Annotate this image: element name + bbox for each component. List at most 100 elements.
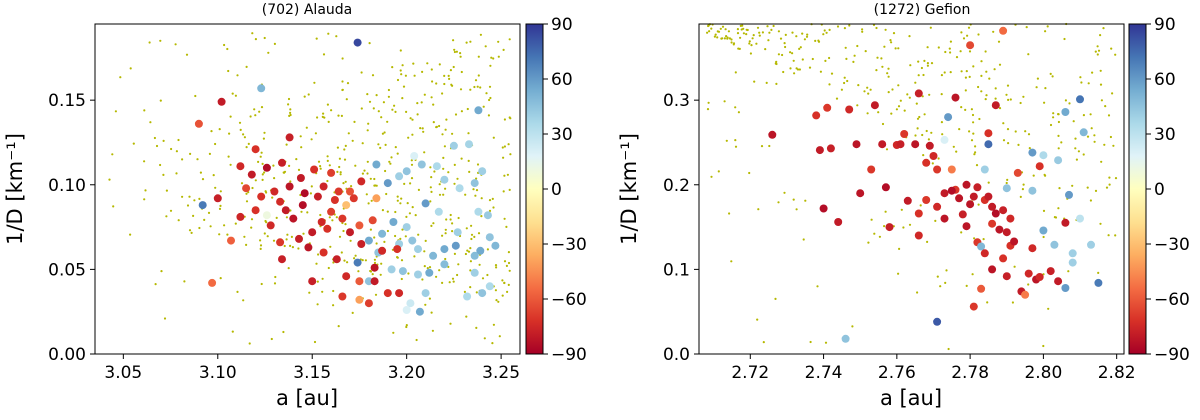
data-point xyxy=(483,211,492,220)
background-point xyxy=(263,36,266,40)
background-point xyxy=(1093,140,1096,143)
background-point xyxy=(417,233,420,236)
data-point xyxy=(933,202,942,211)
background-point xyxy=(264,190,267,193)
data-point xyxy=(903,196,912,205)
background-point xyxy=(723,37,727,40)
background-point xyxy=(300,210,303,213)
background-point xyxy=(714,33,717,36)
data-point xyxy=(1035,273,1044,281)
background-point xyxy=(804,199,807,202)
background-point xyxy=(962,37,966,40)
background-point xyxy=(431,329,434,332)
background-point xyxy=(375,242,378,245)
background-point xyxy=(199,171,202,174)
background-point xyxy=(401,97,404,100)
background-point xyxy=(342,229,345,233)
background-point xyxy=(370,199,373,202)
background-point xyxy=(883,225,886,228)
background-point xyxy=(501,279,504,282)
background-point xyxy=(949,71,952,74)
data-point xyxy=(300,189,309,198)
background-point xyxy=(429,186,432,189)
background-point xyxy=(498,335,501,338)
chart-gefion: (1272) Gefion 2.72 2.74 2.76 2.78 2.80 2.82 0… xyxy=(617,2,1190,410)
data-point xyxy=(914,89,923,98)
data-point xyxy=(977,242,986,251)
background-point xyxy=(214,186,217,189)
data-point xyxy=(929,152,938,160)
data-point xyxy=(1002,272,1011,281)
background-point xyxy=(346,261,349,264)
background-point xyxy=(413,74,416,77)
background-point xyxy=(1082,114,1085,117)
data-point xyxy=(276,197,285,206)
background-point xyxy=(339,171,342,174)
background-point xyxy=(316,116,319,119)
background-point xyxy=(801,58,804,61)
data-point xyxy=(955,194,964,203)
background-point xyxy=(881,122,885,126)
background-point xyxy=(380,262,383,265)
background-point xyxy=(369,228,372,231)
background-point xyxy=(970,108,974,111)
background-point xyxy=(894,47,897,50)
data-point xyxy=(834,218,843,226)
background-point xyxy=(379,146,382,149)
background-point xyxy=(326,179,329,183)
background-point xyxy=(400,73,403,76)
background-point xyxy=(108,178,111,181)
background-point xyxy=(909,64,912,67)
data-point xyxy=(378,246,387,255)
background-point xyxy=(816,285,819,288)
background-point xyxy=(808,66,812,69)
background-point xyxy=(761,31,765,34)
data-point xyxy=(465,140,473,149)
data-point xyxy=(236,162,245,171)
background-point xyxy=(798,47,801,51)
background-point xyxy=(869,88,872,91)
background-point xyxy=(897,47,900,50)
background-point xyxy=(413,255,416,258)
background-point xyxy=(503,281,506,285)
background-point xyxy=(452,65,455,69)
background-point xyxy=(710,27,713,30)
background-point xyxy=(726,36,729,39)
background-point xyxy=(971,113,975,117)
background-point xyxy=(383,240,386,243)
background-point xyxy=(287,267,290,270)
background-point xyxy=(1090,127,1093,130)
background-point xyxy=(955,150,958,153)
data-point xyxy=(415,307,424,316)
background-point xyxy=(430,224,433,227)
background-point xyxy=(198,197,201,200)
background-point xyxy=(431,80,434,83)
background-point xyxy=(295,158,298,161)
background-point xyxy=(941,133,944,136)
background-point xyxy=(843,27,847,30)
background-point xyxy=(477,55,480,58)
background-point xyxy=(1089,113,1092,116)
background-point xyxy=(360,107,363,110)
background-point xyxy=(883,45,886,48)
background-point xyxy=(793,72,796,75)
background-point xyxy=(412,62,415,65)
background-point xyxy=(1080,81,1083,84)
background-point xyxy=(399,49,402,52)
background-point xyxy=(402,85,406,88)
colorbar-tick-label: 30 xyxy=(551,125,573,145)
background-point xyxy=(231,92,234,95)
background-point xyxy=(886,72,889,75)
background-point xyxy=(394,110,397,113)
background-point xyxy=(921,133,924,137)
background-point xyxy=(994,87,997,90)
background-point xyxy=(410,177,414,180)
background-point xyxy=(1074,137,1077,140)
background-point xyxy=(466,249,469,252)
background-point xyxy=(154,283,157,286)
background-point xyxy=(1086,186,1089,189)
background-point xyxy=(475,189,479,192)
colorbar-tick-label: −30 xyxy=(551,235,587,255)
background-point xyxy=(491,342,494,345)
background-point xyxy=(251,186,254,190)
